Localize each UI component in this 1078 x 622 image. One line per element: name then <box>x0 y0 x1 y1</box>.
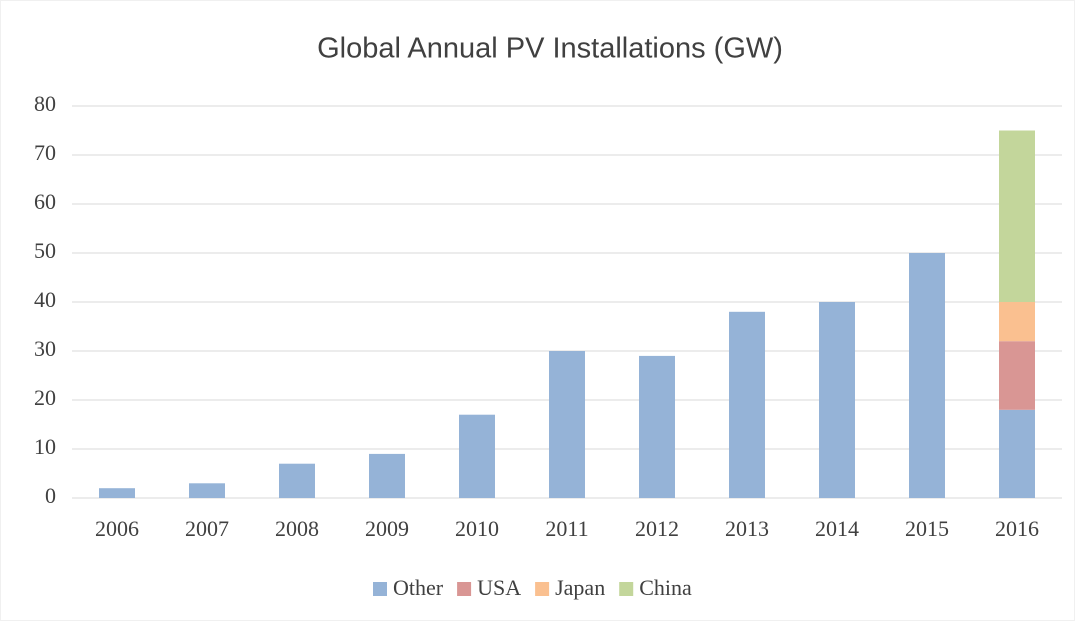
y-tick-label: 70 <box>34 140 56 165</box>
chart-title: Global Annual PV Installations (GW) <box>317 33 783 65</box>
y-tick-label: 20 <box>34 385 56 410</box>
bar-segment <box>459 414 495 498</box>
bar-segment <box>999 341 1035 410</box>
y-tick-label: 10 <box>34 434 56 459</box>
x-tick-label: 2015 <box>905 516 949 541</box>
bar-segment <box>909 253 945 498</box>
x-tick-label: 2008 <box>275 516 319 541</box>
x-tick-label: 2016 <box>995 516 1039 541</box>
legend-swatch <box>535 582 550 596</box>
x-tick-label: 2011 <box>545 516 588 541</box>
x-tick-label: 2010 <box>455 516 499 541</box>
x-tick-label: 2014 <box>815 516 859 541</box>
bar-segment <box>279 463 315 498</box>
bar-segment <box>99 488 135 498</box>
x-tick-label: 2013 <box>725 516 769 541</box>
x-tick-label: 2007 <box>185 516 229 541</box>
legend-swatch <box>373 582 387 596</box>
bar-segment <box>369 453 405 498</box>
legend-label: USA <box>477 575 521 600</box>
legend-label: China <box>639 575 692 600</box>
bar-segment <box>729 311 765 498</box>
bar-segment <box>999 302 1035 342</box>
y-tick-label: 80 <box>34 91 56 116</box>
y-tick-label: 60 <box>34 189 56 214</box>
legend-swatch <box>619 582 634 596</box>
bar-segment <box>639 355 675 498</box>
y-tick-label: 50 <box>34 238 56 263</box>
legend-swatch <box>457 582 472 596</box>
y-tick-label: 30 <box>34 336 56 361</box>
legend-label: Other <box>393 575 444 600</box>
legend-label: Japan <box>555 575 605 600</box>
bar-segment <box>189 483 225 498</box>
bar-segment <box>549 351 585 498</box>
x-tick-label: 2006 <box>95 516 139 541</box>
y-tick-label: 40 <box>34 287 56 312</box>
bar-segment <box>999 409 1035 498</box>
x-tick-label: 2012 <box>635 516 679 541</box>
bar-segment <box>999 130 1035 302</box>
y-tick-label: 0 <box>45 483 56 508</box>
x-tick-label: 2009 <box>365 516 409 541</box>
bar-segment <box>819 302 855 498</box>
